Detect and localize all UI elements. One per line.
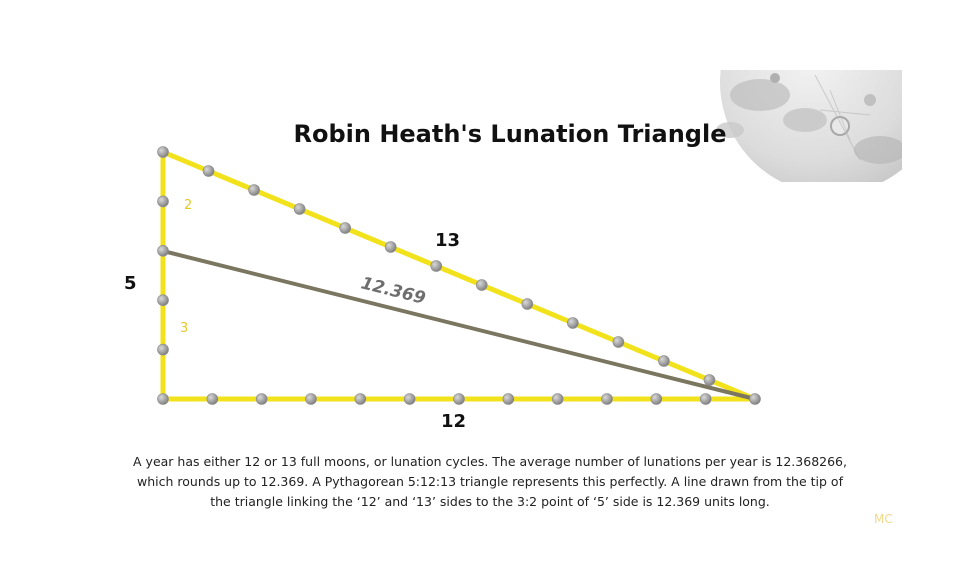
page-title: Robin Heath's Lunation Triangle	[293, 120, 727, 148]
caption-line: the triangle linking the ‘12’ and ‘13’ s…	[210, 494, 770, 509]
moon-dot-icon	[567, 317, 579, 329]
base-label: 12	[441, 411, 467, 432]
moon-dot-icon	[749, 393, 761, 405]
moon-dot-icon	[601, 393, 613, 405]
moon-dot-icon	[551, 393, 564, 405]
moon-dot-icon	[384, 241, 397, 253]
moon-dot-icon	[293, 203, 306, 215]
hypotenuse-label: 13	[435, 230, 461, 251]
segment-label-upper: 2	[184, 198, 192, 213]
vertical-label: 5	[124, 273, 137, 294]
moon-dot-icon	[157, 393, 169, 405]
moon-dot-icon	[612, 336, 625, 348]
hypotenuse-side	[162, 149, 756, 402]
moon-dot-icon	[157, 195, 169, 208]
moon-dot-icon	[157, 245, 169, 257]
moon-dot-icon	[157, 294, 169, 307]
caption-line: A year has either 12 or 13 full moons, o…	[133, 454, 847, 469]
moon-dot-icon	[255, 393, 268, 405]
moon-dot-icon	[157, 146, 169, 158]
moon-dot-icon	[502, 393, 515, 405]
moon-dot-icon	[650, 393, 663, 405]
moon-dot-icon	[202, 165, 215, 177]
caption: A year has either 12 or 13 full moons, o…	[120, 452, 860, 512]
moon-dot-icon	[339, 222, 351, 234]
diagonal-line	[162, 249, 756, 401]
caption-line: which rounds up to 12.369. A Pythagorean…	[137, 474, 843, 489]
signature: MC	[874, 512, 893, 526]
moon-dot-icon	[475, 279, 488, 291]
moon-dot-icon	[248, 184, 260, 196]
moon-dot-icon	[699, 393, 712, 405]
moon-dot-icon	[658, 355, 670, 367]
moon-dot-icon	[305, 393, 317, 405]
moon-dot-icon	[453, 393, 465, 405]
moon-icon	[716, 70, 902, 182]
moon-dot-icon	[521, 298, 534, 310]
moon-dot-icon	[703, 374, 716, 386]
moon-dot-icon	[354, 393, 367, 405]
segment-label-lower: 3	[180, 321, 188, 336]
moon-dot-icon	[403, 393, 416, 405]
moon-dot-icon	[157, 343, 169, 356]
moon-dot-icon	[206, 393, 219, 405]
moon-dot-icon	[430, 260, 443, 272]
moon-dot-markers	[157, 146, 761, 405]
